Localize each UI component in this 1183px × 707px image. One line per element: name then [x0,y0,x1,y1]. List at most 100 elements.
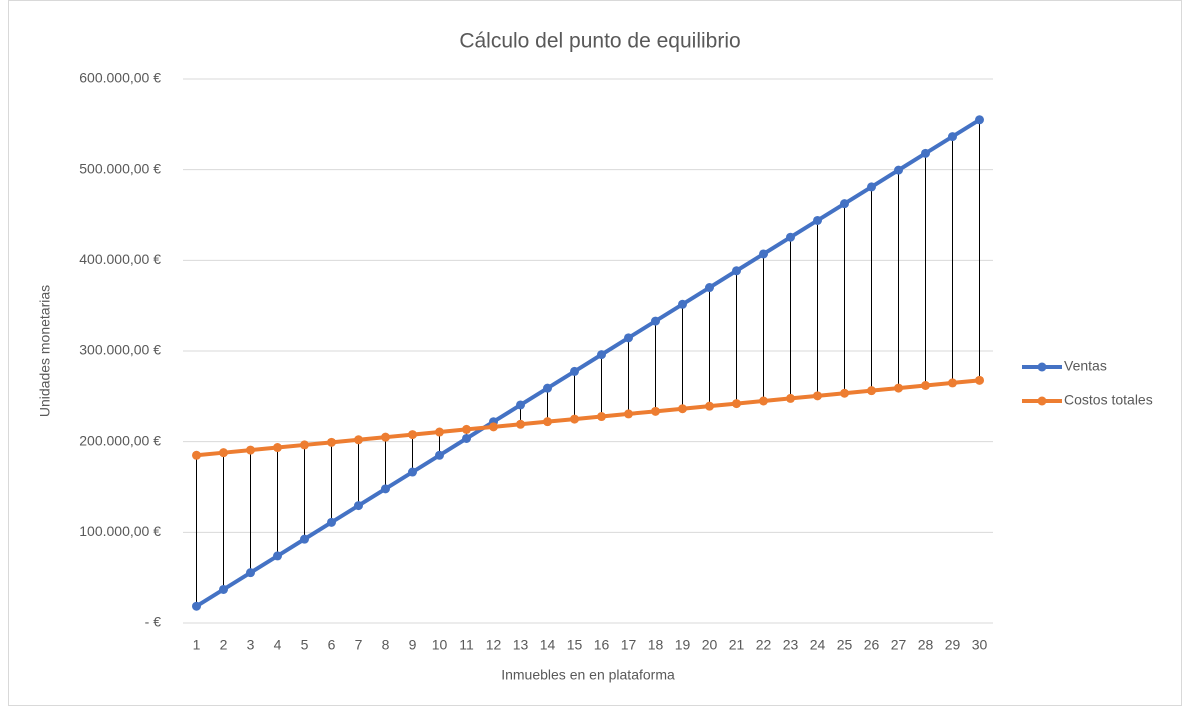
point [651,406,660,416]
x-tick-label: 16 [594,637,610,653]
x-tick-label: 2 [220,637,228,653]
point [840,199,849,209]
series-line [196,378,980,458]
point [678,299,687,309]
point [570,414,579,424]
x-tick-label: 21 [729,637,745,653]
x-tick-label: 29 [945,637,961,653]
chart-frame [8,0,1182,706]
x-tick-label: 28 [918,637,934,653]
y-tick-label: 300.000,00 € [79,342,161,358]
x-tick-label: 5 [301,637,309,653]
point [219,448,228,458]
point [489,422,498,432]
point [354,501,363,511]
point [300,440,309,450]
point [543,383,552,393]
x-tick-label: 7 [355,637,363,653]
point [786,393,795,403]
point [759,249,768,259]
point [948,378,957,388]
legend-label: Costos totales [1064,392,1153,408]
point [192,601,201,611]
x-tick-label: 1 [193,637,201,653]
point [516,419,525,429]
point [300,534,309,544]
point [894,383,903,393]
y-tick-label: - € [145,614,162,630]
point [921,148,930,158]
point [813,391,822,401]
x-tick-label: 9 [409,637,417,653]
y-tick-label: 400.000,00 € [79,251,161,267]
point [435,427,444,437]
point [759,396,768,406]
point [705,401,714,411]
point [408,430,417,440]
y-tick-label: 500.000,00 € [79,160,161,176]
point [867,386,876,396]
point [975,375,984,385]
x-tick-label: 30 [972,637,988,653]
x-tick-label: 15 [567,637,583,653]
x-tick-label: 11 [459,637,474,653]
point [273,551,282,561]
point [597,350,606,360]
y-tick-label: 100.000,00 € [79,523,161,539]
point [408,467,417,477]
point [327,517,336,527]
x-tick-label: 20 [702,637,718,653]
point [597,412,606,422]
point [813,215,822,225]
x-tick-label: 8 [382,637,390,653]
point [624,409,633,419]
point [381,484,390,494]
x-tick-label: 14 [540,637,556,653]
x-tick-label: 26 [864,637,880,653]
x-tick-label: 17 [621,637,637,653]
point [624,333,633,343]
point [381,432,390,442]
x-tick-label: 23 [783,637,799,653]
x-axis-title: Inmuebles en en plataforma [501,667,675,683]
point [435,450,444,460]
point [462,433,471,443]
x-tick-label: 25 [837,637,853,653]
point [543,417,552,427]
point [651,316,660,326]
chart-title: Cálculo del punto de equilibrio [459,30,740,53]
point [705,283,714,293]
x-tick-label: 6 [328,637,336,653]
x-tick-label: 13 [513,637,529,653]
point [570,366,579,376]
point [975,115,984,125]
x-tick-label: 12 [486,637,502,653]
point [219,584,228,594]
x-tick-label: 3 [247,637,255,653]
legend-marker [1037,362,1047,372]
point [246,568,255,578]
legend-marker [1037,396,1047,406]
point [354,435,363,445]
y-tick-label: 600.000,00 € [79,70,161,86]
point [732,399,741,409]
legend-label: Ventas [1064,358,1107,374]
x-tick-label: 22 [756,637,772,653]
y-axis-title: Unidades monetarias [37,285,53,417]
point [192,450,201,460]
x-tick-label: 18 [648,637,664,653]
point [462,424,471,434]
point [273,443,282,453]
point [840,388,849,398]
point [246,445,255,455]
x-tick-label: 24 [810,637,826,653]
point [786,232,795,242]
x-tick-label: 10 [432,637,448,653]
point [732,266,741,276]
point [867,182,876,192]
point [678,404,687,414]
point [327,437,336,447]
y-tick-label: 200.000,00 € [79,432,161,448]
point [894,165,903,175]
